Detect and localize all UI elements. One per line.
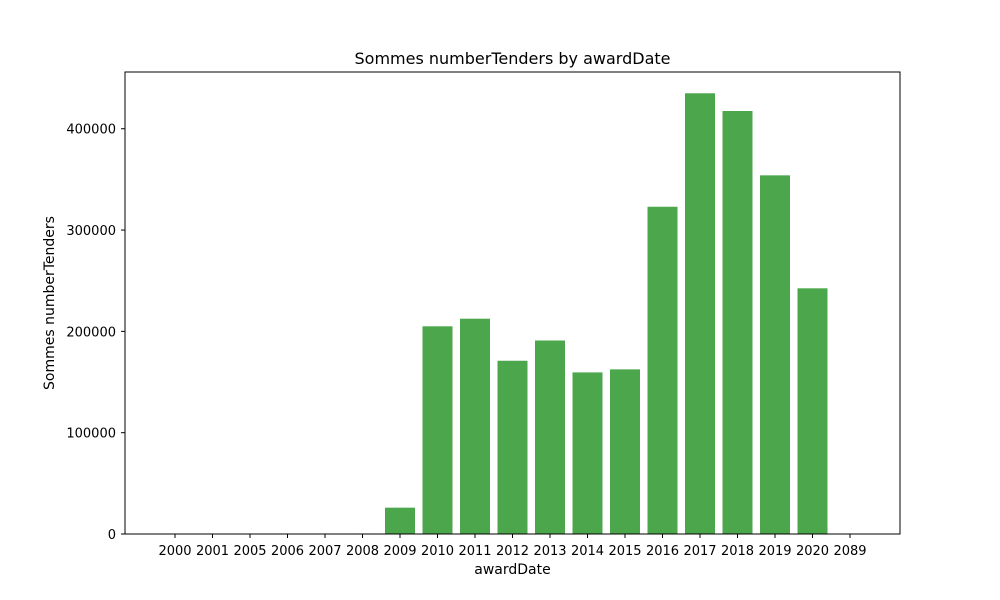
- bar-2009: [385, 507, 415, 534]
- x-tick-label: 2017: [683, 544, 716, 559]
- bar-2017: [685, 93, 715, 535]
- x-tick-label: 2013: [533, 544, 566, 559]
- bar-2011: [460, 318, 490, 534]
- y-tick-label: 400000: [66, 123, 116, 138]
- bar-2020: [797, 288, 828, 534]
- y-axis: 0 100000 200000 300000 400000: [66, 123, 125, 543]
- x-tick-label: 2006: [271, 544, 304, 559]
- x-tick-label: 2001: [196, 544, 229, 559]
- bar-2012: [497, 360, 528, 534]
- bar-2019: [760, 175, 790, 534]
- x-tick-label: 2014: [571, 544, 604, 559]
- x-tick-label: 2010: [421, 544, 454, 559]
- x-tick-label: 2018: [721, 544, 754, 559]
- bar-2010: [422, 326, 453, 534]
- y-tick-label: 100000: [66, 427, 116, 442]
- bar-2014: [572, 372, 603, 534]
- bar-2015: [610, 369, 640, 534]
- bar-2013: [535, 340, 565, 534]
- x-tick-label: 2089: [833, 544, 866, 559]
- y-tick-label: 200000: [66, 325, 116, 340]
- x-tick-label: 2016: [646, 544, 679, 559]
- x-tick-label: 2015: [608, 544, 641, 559]
- y-tick-label: 300000: [66, 224, 116, 239]
- x-tick-label: 2007: [308, 544, 341, 559]
- x-tick-label: 2005: [233, 544, 266, 559]
- x-tick-label: 2020: [796, 544, 829, 559]
- bars-group: [160, 93, 865, 535]
- x-tick-label: 2011: [458, 544, 491, 559]
- x-tick-label: 2008: [346, 544, 379, 559]
- x-tick-label: 2019: [758, 544, 791, 559]
- chart-title: Sommes numberTenders by awardDate: [355, 49, 671, 68]
- x-tick-label: 2012: [496, 544, 529, 559]
- y-tick-label: 0: [108, 528, 116, 543]
- bar-2018: [722, 111, 753, 534]
- x-axis: 2000 2001 2005 2006 2007 2008 2009 2010 2011 2012…: [158, 534, 867, 559]
- x-tick-label: 2009: [383, 544, 416, 559]
- bar-2016: [647, 206, 678, 534]
- y-axis-label: Sommes numberTenders: [42, 216, 58, 390]
- x-tick-label: 2000: [158, 544, 191, 559]
- x-axis-label: awardDate: [474, 562, 550, 578]
